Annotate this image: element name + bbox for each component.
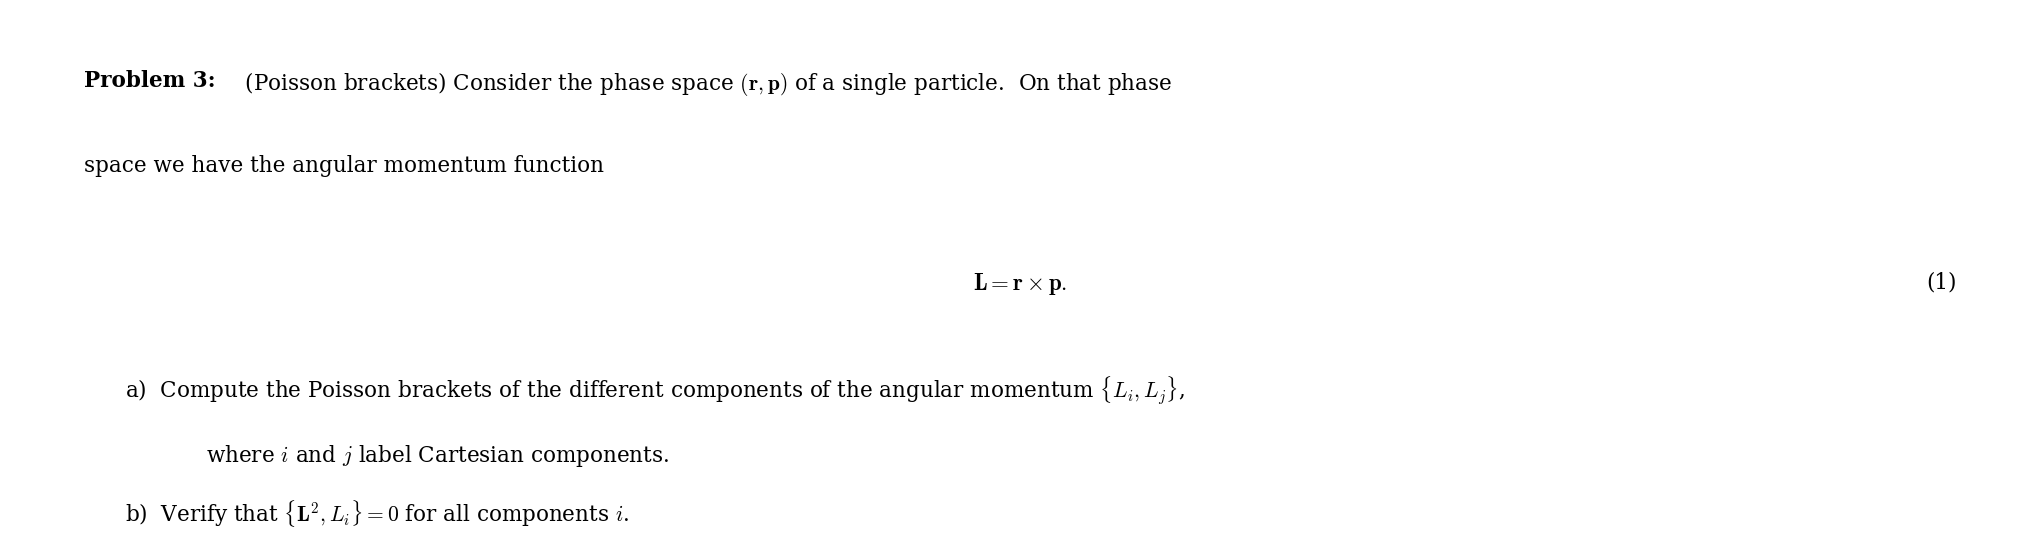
- Text: where $i$ and $j$ label Cartesian components.: where $i$ and $j$ label Cartesian compon…: [206, 443, 669, 469]
- Text: $\mathbf{L} = \mathbf{r} \times \mathbf{p}.$: $\mathbf{L} = \mathbf{r} \times \mathbf{…: [974, 271, 1067, 297]
- Text: a)  Compute the Poisson brackets of the different components of the angular mome: a) Compute the Poisson brackets of the d…: [125, 374, 1184, 407]
- Text: (Poisson brackets) Consider the phase space $\mathbf{(r, p)}$ of a single partic: (Poisson brackets) Consider the phase sp…: [239, 70, 1172, 98]
- Text: (1): (1): [1927, 271, 1957, 293]
- Text: Problem 3:: Problem 3:: [84, 70, 216, 92]
- Text: b)  Verify that $\{\mathbf{L}^2, L_i\} = 0$ for all components $i$.: b) Verify that $\{\mathbf{L}^2, L_i\} = …: [125, 498, 629, 529]
- Text: space we have the angular momentum function: space we have the angular momentum funct…: [84, 155, 604, 177]
